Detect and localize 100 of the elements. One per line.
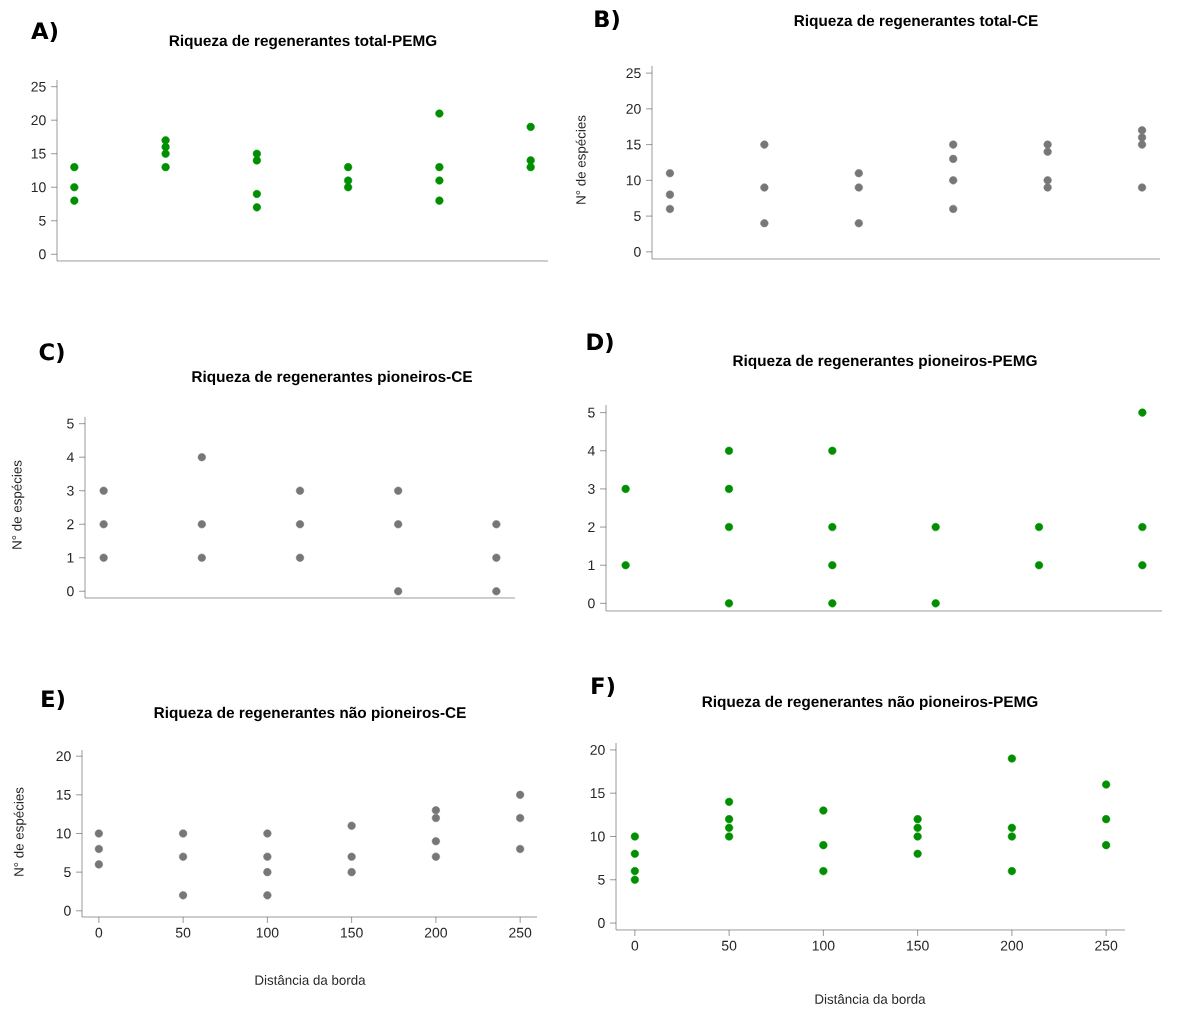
y-tick-label: 5 bbox=[598, 874, 605, 885]
point bbox=[621, 561, 630, 570]
point bbox=[435, 196, 444, 205]
point bbox=[1007, 832, 1016, 841]
point bbox=[516, 790, 525, 799]
point bbox=[630, 849, 639, 858]
point bbox=[760, 140, 769, 149]
point bbox=[94, 860, 103, 869]
point bbox=[70, 163, 79, 172]
point bbox=[179, 829, 188, 838]
y-tick-label: 0 bbox=[39, 249, 46, 260]
y-tick-label: 20 bbox=[31, 115, 46, 126]
point bbox=[347, 868, 356, 877]
x-tick-label: 250 bbox=[509, 927, 532, 938]
point bbox=[724, 599, 734, 608]
point bbox=[295, 486, 305, 495]
point bbox=[431, 813, 440, 823]
point bbox=[70, 196, 79, 205]
point bbox=[394, 587, 403, 596]
point bbox=[347, 852, 356, 861]
y-tick-label: 3 bbox=[67, 485, 74, 496]
point bbox=[1007, 754, 1016, 763]
point bbox=[630, 832, 639, 841]
point bbox=[252, 189, 261, 199]
point bbox=[725, 815, 734, 824]
point bbox=[526, 163, 535, 172]
point bbox=[263, 891, 272, 900]
point bbox=[630, 867, 639, 876]
text: A) bbox=[31, 21, 58, 43]
point bbox=[828, 522, 837, 532]
point bbox=[665, 204, 675, 214]
y-tick-label: 25 bbox=[31, 81, 46, 92]
point bbox=[1138, 522, 1147, 532]
point bbox=[197, 553, 206, 562]
point bbox=[913, 815, 922, 824]
point bbox=[344, 176, 353, 185]
point bbox=[949, 140, 958, 149]
y-tick-label: 2 bbox=[588, 522, 595, 532]
point bbox=[1102, 841, 1111, 850]
point bbox=[949, 154, 958, 163]
point bbox=[94, 844, 103, 854]
point bbox=[665, 190, 675, 199]
point bbox=[344, 183, 353, 192]
point bbox=[435, 176, 444, 185]
point bbox=[1043, 147, 1052, 156]
point bbox=[197, 453, 206, 462]
y-tick-label: 15 bbox=[31, 148, 46, 159]
point bbox=[949, 176, 958, 185]
point bbox=[828, 599, 837, 608]
point bbox=[492, 553, 501, 562]
chart-title: Riqueza de regenerantes pioneiros-PEMG bbox=[733, 354, 1037, 370]
point bbox=[828, 561, 837, 570]
chart-title: Riqueza de regenerantes não pioneiros-CE bbox=[154, 706, 466, 722]
point bbox=[431, 806, 440, 815]
point bbox=[913, 823, 922, 832]
point bbox=[1137, 133, 1147, 142]
point bbox=[99, 553, 108, 562]
y-tick-label: 4 bbox=[66, 452, 74, 463]
text: F) bbox=[592, 676, 614, 698]
point bbox=[1138, 408, 1147, 417]
point bbox=[1007, 823, 1016, 832]
y-tick-label: 0 bbox=[634, 246, 641, 257]
point bbox=[913, 849, 922, 858]
point bbox=[295, 553, 305, 562]
point bbox=[161, 149, 170, 158]
point bbox=[760, 183, 769, 192]
y-tick-label: 25 bbox=[626, 68, 641, 79]
y-tick-label: 0 bbox=[588, 598, 595, 609]
point bbox=[1102, 780, 1111, 789]
y-tick-label: 20 bbox=[56, 751, 71, 762]
chart-title: Riqueza de regenerantes total-PEMG bbox=[169, 34, 437, 50]
chart-title: Riqueza de regenerantes não pioneiros-PEMG bbox=[702, 695, 1038, 711]
point bbox=[394, 486, 403, 495]
text: E) bbox=[42, 689, 64, 711]
point bbox=[99, 520, 108, 529]
y-tick-label: 1 bbox=[588, 560, 595, 571]
y-tick-label: 2 bbox=[67, 519, 74, 530]
point bbox=[725, 797, 734, 806]
y-axis-title: N° de espécies bbox=[13, 787, 27, 876]
point bbox=[197, 520, 206, 529]
y-tick-label: 0 bbox=[64, 905, 71, 916]
point bbox=[179, 891, 188, 900]
point bbox=[1043, 140, 1052, 149]
y-tick-label: 5 bbox=[64, 867, 71, 878]
x-tick-label: 50 bbox=[175, 927, 191, 938]
point bbox=[347, 821, 356, 830]
point bbox=[516, 844, 525, 854]
point bbox=[1137, 140, 1147, 149]
y-tick-label: 3 bbox=[588, 483, 595, 494]
point bbox=[724, 522, 734, 532]
point bbox=[949, 204, 958, 214]
text: B) bbox=[595, 9, 619, 31]
point bbox=[819, 867, 828, 876]
y-tick-label: 10 bbox=[626, 175, 641, 186]
x-tick-label: 0 bbox=[95, 927, 103, 938]
y-tick-label: 20 bbox=[626, 103, 641, 114]
y-axis-title: N° de espécies bbox=[575, 115, 589, 204]
x-tick-label: 150 bbox=[907, 940, 929, 951]
y-tick-label: 15 bbox=[590, 788, 605, 799]
x-tick-label: 50 bbox=[721, 940, 737, 951]
